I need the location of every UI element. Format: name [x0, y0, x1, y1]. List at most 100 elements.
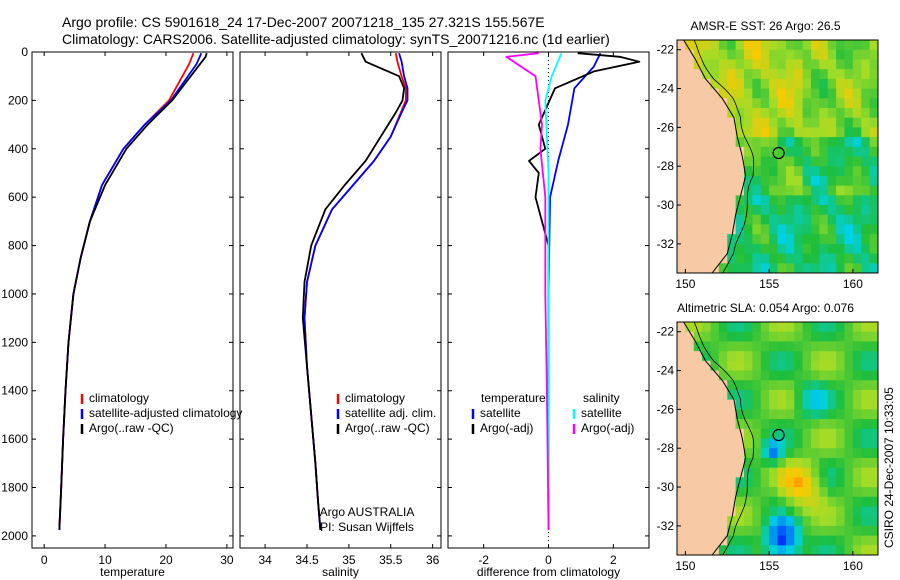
map-cell	[693, 389, 703, 401]
map-cell	[677, 457, 686, 469]
map-cell	[836, 185, 846, 196]
difference-series-salinity-argo-adj-	[505, 52, 550, 530]
map-cell	[752, 341, 762, 352]
salinity-xtick-label: 34	[258, 553, 272, 567]
map-cell	[844, 49, 854, 60]
map-cell	[869, 137, 879, 148]
map-cell	[777, 243, 787, 255]
map-cell	[802, 127, 812, 138]
map-cell	[710, 69, 720, 80]
map-cell	[844, 166, 854, 177]
map-cell	[727, 360, 737, 372]
map-cell	[718, 351, 728, 362]
map-cell	[735, 214, 745, 225]
map-cell	[802, 146, 812, 157]
sla-map-xtick-label: 150	[675, 559, 695, 573]
map-cell	[727, 341, 737, 352]
map-cell	[677, 477, 686, 488]
map-cell	[769, 40, 779, 51]
map-cell	[794, 516, 804, 527]
map-cell	[844, 127, 854, 138]
map-cell	[861, 166, 871, 177]
map-cell	[752, 389, 762, 401]
map-cell	[794, 419, 804, 430]
map-cell	[785, 263, 795, 274]
map-cell	[744, 69, 753, 80]
map-cell	[844, 545, 854, 556]
map-cell	[752, 78, 762, 90]
map-cell	[744, 98, 753, 109]
map-cell	[735, 253, 745, 264]
map-cell	[752, 525, 762, 537]
map-cell	[861, 341, 871, 352]
map-cell	[836, 107, 846, 119]
map-cell	[811, 516, 820, 527]
map-cell	[794, 477, 804, 488]
map-cell	[677, 360, 686, 372]
map-cell	[811, 448, 820, 459]
map-cell	[852, 205, 862, 216]
map-cell	[785, 496, 795, 507]
map-cell	[735, 263, 745, 274]
map-cell	[769, 360, 779, 372]
map-cell	[744, 175, 753, 187]
map-cell	[794, 253, 804, 264]
map-cell	[735, 351, 745, 362]
map-cell	[827, 117, 837, 128]
map-cell	[744, 107, 753, 119]
map-cell	[836, 467, 846, 478]
map-cell	[869, 380, 879, 391]
map-cell	[844, 59, 854, 70]
map-cell	[744, 399, 753, 410]
map-cell	[785, 117, 795, 128]
map-cell	[852, 59, 862, 70]
map-cell	[794, 467, 804, 478]
map-cell	[777, 214, 787, 225]
sla-map-ytick-label: -30	[657, 480, 675, 494]
map-cell	[710, 380, 720, 391]
map-cell	[685, 69, 695, 80]
map-cell	[735, 545, 745, 556]
map-cell	[794, 506, 804, 517]
map-cell	[861, 98, 871, 109]
map-cell	[777, 175, 787, 187]
map-cell	[735, 107, 745, 119]
map-cell	[811, 399, 820, 410]
map-cell	[777, 467, 787, 478]
map-cell	[827, 253, 837, 264]
map-cell	[718, 389, 728, 401]
salinity-chart: 34 34.5 35 35.5 36 salinity climatologysatelli…	[239, 51, 442, 579]
map-cell	[710, 40, 720, 51]
salinity-xtick-label: 34.5	[295, 553, 319, 567]
map-cell	[693, 166, 703, 177]
map-cell	[836, 137, 846, 148]
map-cell	[827, 351, 837, 362]
map-cell	[752, 185, 762, 196]
map-cell	[827, 107, 837, 119]
map-cell	[677, 506, 686, 517]
map-cell	[677, 351, 686, 362]
map-cell	[836, 428, 846, 439]
map-cell	[718, 166, 728, 177]
map-cell	[794, 389, 804, 401]
map-cell	[702, 146, 712, 157]
map-cell	[827, 234, 837, 245]
map-cell	[836, 516, 846, 527]
map-cell	[760, 243, 770, 255]
map-cell	[785, 175, 795, 187]
map-cell	[685, 457, 695, 469]
map-cell	[760, 496, 770, 507]
map-cell	[811, 477, 820, 488]
map-cell	[852, 88, 862, 99]
map-cell	[861, 175, 871, 187]
map-cell	[819, 428, 829, 439]
map-cell	[819, 175, 829, 187]
map-cell	[811, 69, 820, 80]
map-cell	[769, 516, 779, 527]
map-cell	[811, 224, 820, 235]
map-cell	[869, 370, 879, 381]
map-cell	[744, 525, 753, 537]
map-cell	[727, 428, 737, 439]
map-cell	[727, 69, 737, 80]
map-cell	[827, 88, 837, 99]
